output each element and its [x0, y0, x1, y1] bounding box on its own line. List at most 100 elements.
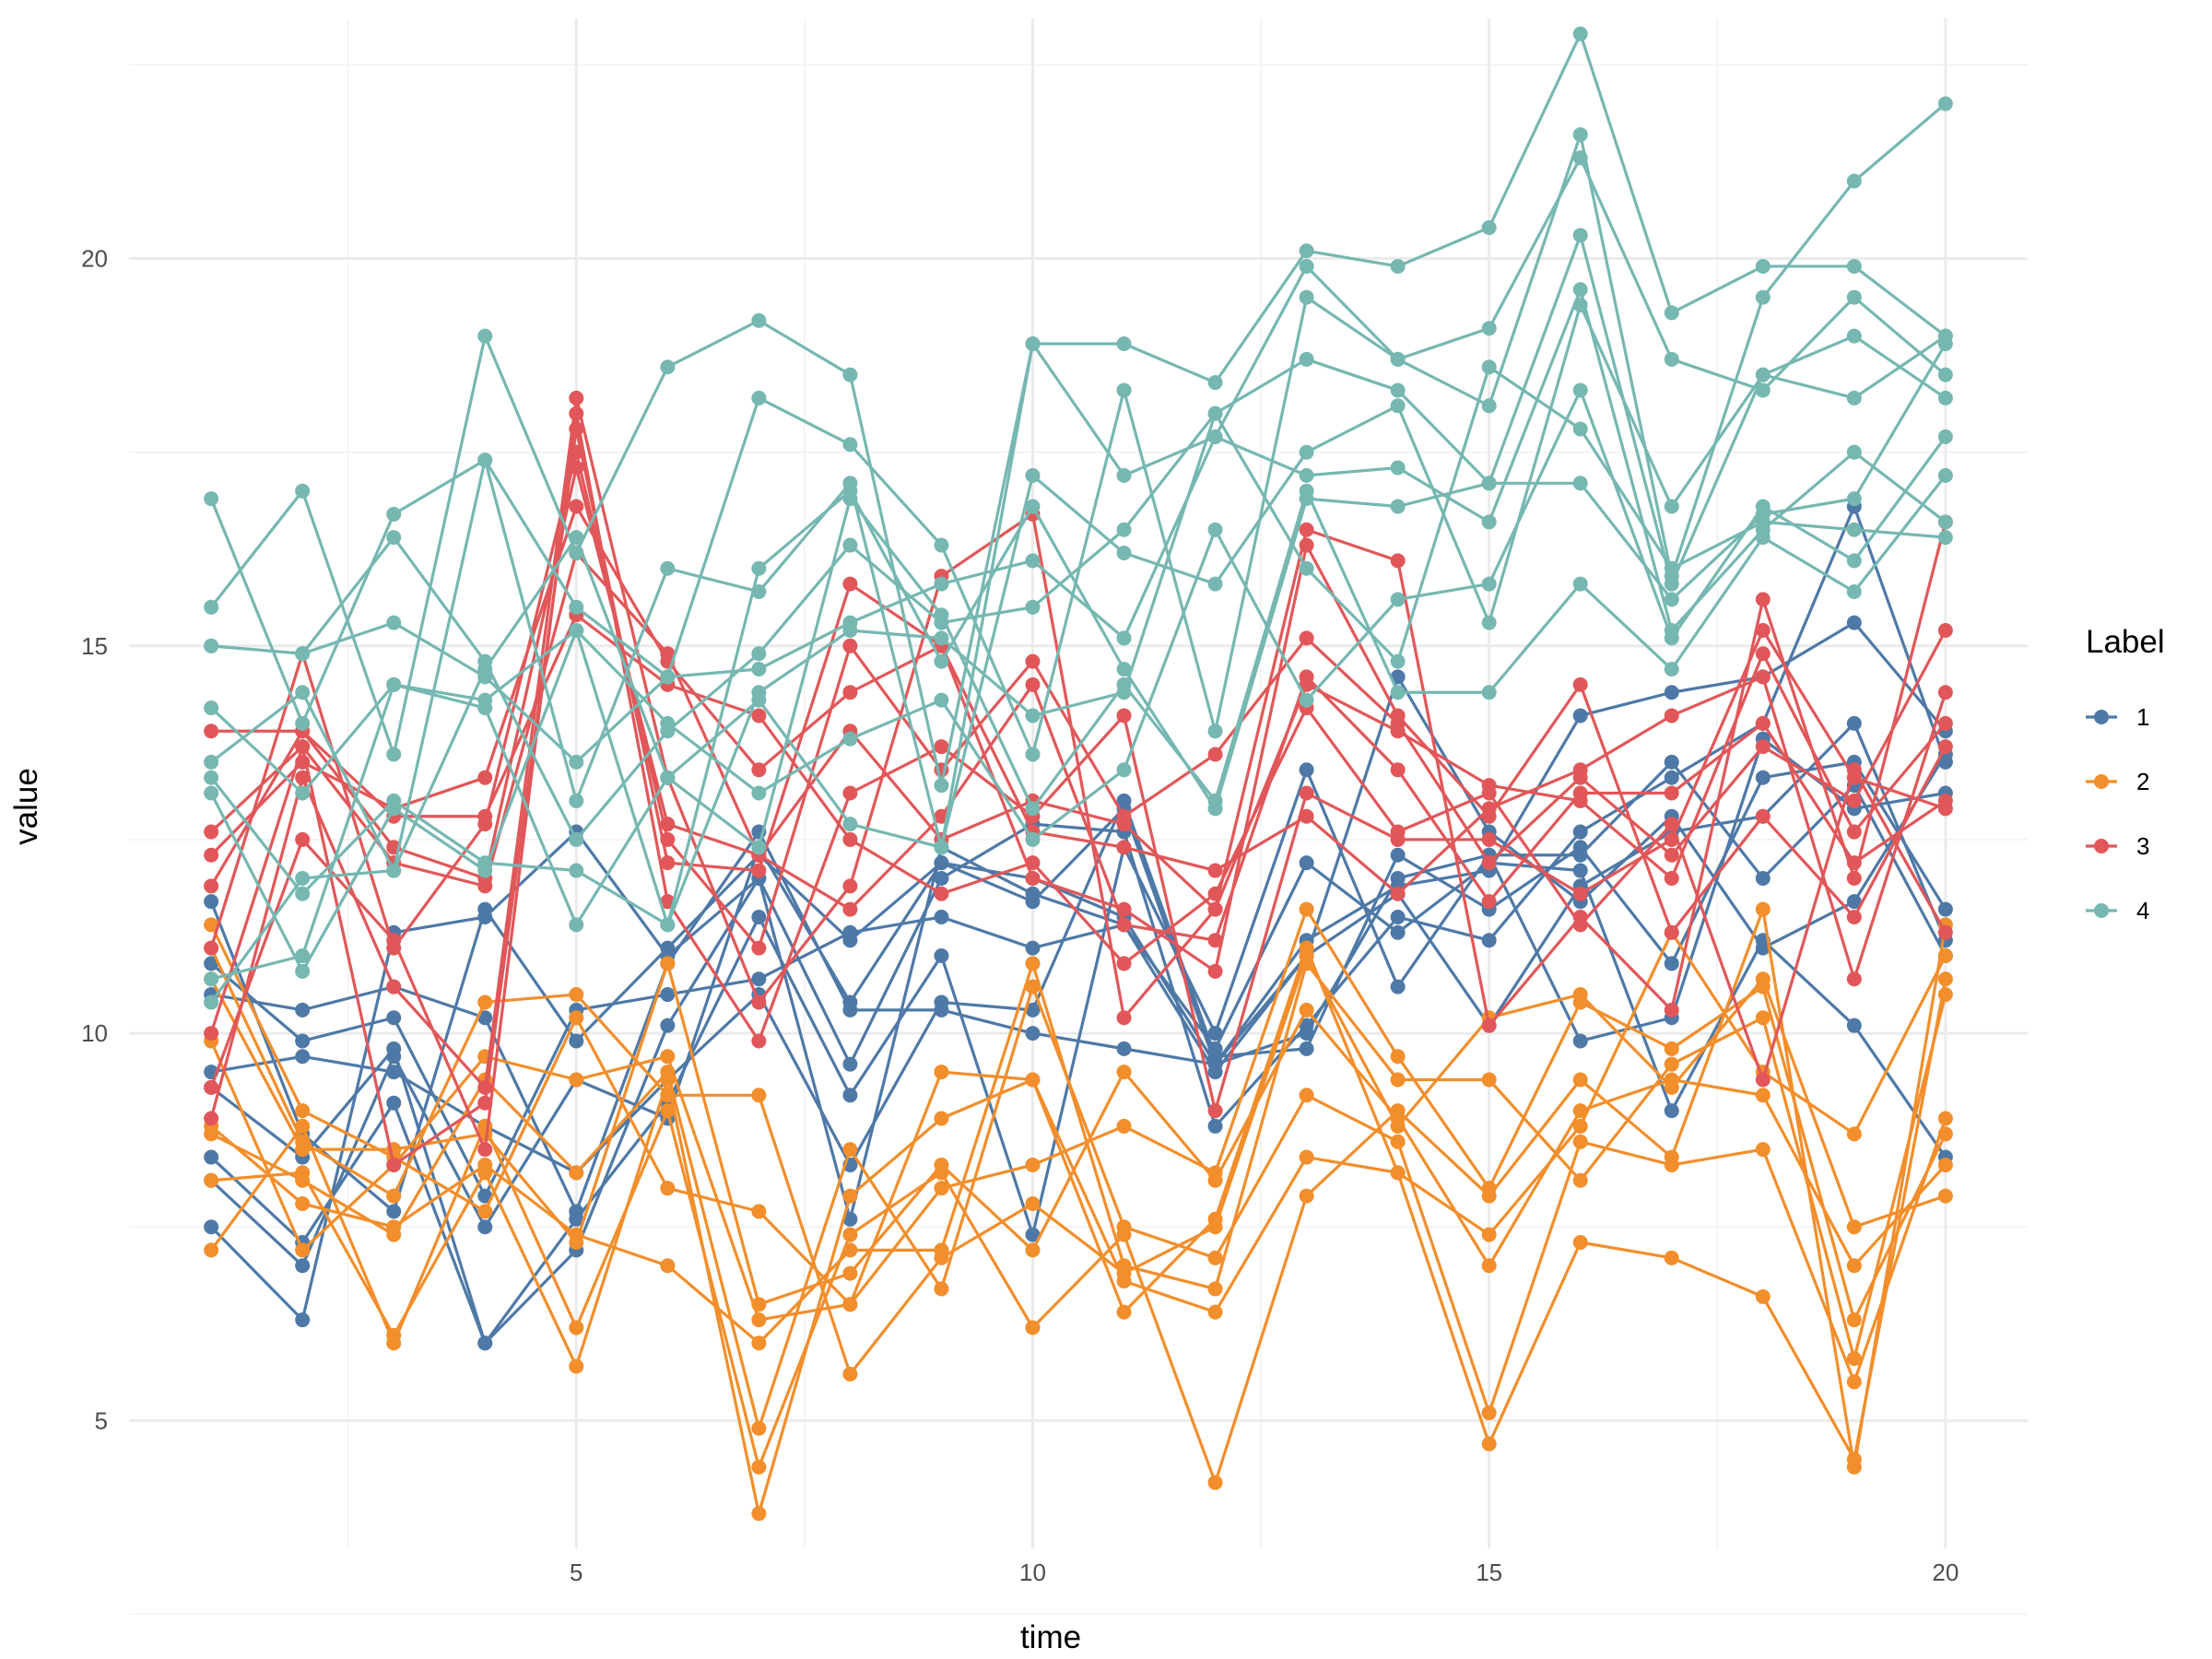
- series-4-line: [209, 388, 1947, 973]
- series-2-point: [1299, 901, 1314, 917]
- series-3-point: [569, 421, 584, 437]
- series-4-point: [751, 646, 767, 662]
- series-4-point: [934, 607, 949, 623]
- series-3-point: [477, 1142, 493, 1158]
- series-3-point: [1846, 824, 1862, 840]
- series-4-point: [1664, 576, 1679, 592]
- series-4-point: [751, 662, 767, 677]
- series-2-point: [1846, 1452, 1862, 1467]
- series-2-point: [1846, 1258, 1862, 1274]
- series-3-point: [1664, 870, 1679, 886]
- series-4-point: [842, 623, 858, 638]
- series-4-point: [1846, 583, 1862, 599]
- series-4-point: [1846, 522, 1862, 537]
- series-4-point: [842, 491, 858, 507]
- series-2-point: [204, 917, 219, 933]
- series-1-point: [477, 1335, 493, 1351]
- series-4-point: [204, 700, 219, 716]
- series-3-point: [1390, 553, 1406, 569]
- series-4-point: [1846, 328, 1862, 344]
- series-3-point: [1481, 1018, 1497, 1033]
- series-1-point: [751, 909, 767, 924]
- series-1-point: [1572, 840, 1588, 855]
- series-1-point: [1664, 685, 1679, 700]
- series-4-line: [209, 474, 1947, 1004]
- series-1-point: [477, 901, 493, 917]
- series-2-point: [295, 1118, 311, 1134]
- series-2-point: [1390, 1049, 1406, 1065]
- series-4-point: [1299, 560, 1314, 576]
- series-1-point: [660, 987, 676, 1003]
- series-2-point: [1116, 1065, 1132, 1080]
- series-1-point: [934, 1002, 949, 1018]
- series-2-point: [477, 994, 493, 1010]
- series-3-point: [1846, 971, 1862, 987]
- series-2-point: [204, 1242, 219, 1258]
- series-4-point: [660, 715, 676, 731]
- series-3-point: [1572, 917, 1588, 933]
- series-4-point: [1664, 560, 1679, 576]
- series-2-point: [1025, 1242, 1041, 1258]
- series-1-point: [1846, 1018, 1862, 1033]
- series-4-point: [569, 793, 584, 808]
- series-4-point: [1937, 429, 1953, 444]
- series-1-point: [386, 1204, 402, 1219]
- series-2-point: [842, 1297, 858, 1312]
- series-1-point: [1664, 770, 1679, 785]
- series-2-point: [295, 1242, 311, 1258]
- series-2-point: [1207, 1211, 1223, 1227]
- series-4-point: [1572, 150, 1588, 166]
- series-4-point: [934, 778, 949, 794]
- series-2-point: [1755, 1288, 1771, 1304]
- series-3-point: [660, 831, 676, 847]
- series-4-point: [1390, 351, 1406, 367]
- series-4-point: [1025, 599, 1041, 615]
- series-1-point: [660, 940, 676, 956]
- series-2-point: [1846, 1374, 1862, 1390]
- series-3-point: [1572, 793, 1588, 808]
- series-1-point: [1664, 956, 1679, 971]
- series-3-point: [1207, 747, 1223, 762]
- series-1-point: [1207, 1056, 1223, 1072]
- y-tick-label: 15: [81, 632, 108, 660]
- series-4-point: [1116, 662, 1132, 677]
- series-1-point: [1390, 669, 1406, 685]
- series-4-point: [1755, 258, 1771, 274]
- series-1-point: [1937, 901, 1953, 917]
- series-2-line: [209, 907, 1947, 1485]
- series-3-point: [1207, 886, 1223, 901]
- series-3-point: [842, 785, 858, 801]
- series-1-point: [295, 1258, 311, 1274]
- series-4-point: [1846, 491, 1862, 507]
- series-2-point: [1846, 1126, 1862, 1142]
- series-1-line: [210, 760, 1947, 1174]
- series-1-point: [569, 1204, 584, 1219]
- series-2-line: [209, 961, 1947, 1306]
- series-2-point: [1299, 1149, 1314, 1165]
- series-4-point: [1299, 692, 1314, 708]
- series-2-point: [751, 1204, 767, 1219]
- series-4-point: [1299, 243, 1314, 259]
- y-axis-ticks: 5 10 15 20: [81, 245, 108, 1435]
- series-2-point: [569, 987, 584, 1003]
- series-1-line: [210, 760, 1947, 1345]
- series-4-line: [210, 233, 1947, 841]
- series-1-point: [1572, 824, 1588, 840]
- series-4-point: [1025, 336, 1041, 352]
- series-2-point: [1572, 1103, 1588, 1119]
- series-4-point: [1755, 367, 1771, 382]
- series-3-point: [1116, 840, 1132, 855]
- series-1-point: [1481, 933, 1497, 948]
- series-4-point: [1481, 398, 1497, 414]
- series-2-point: [1116, 1304, 1132, 1320]
- series-2-point: [1390, 1134, 1406, 1149]
- legend-key-3: [2086, 839, 2117, 853]
- series-4-point: [1025, 708, 1041, 724]
- series-3-point: [1755, 739, 1771, 755]
- series-4-point: [1116, 685, 1132, 700]
- series-3-point: [477, 808, 493, 824]
- series-3-point: [386, 979, 402, 994]
- series-4-point: [204, 770, 219, 785]
- series-4-point: [569, 530, 584, 546]
- series-3-point: [1390, 762, 1406, 778]
